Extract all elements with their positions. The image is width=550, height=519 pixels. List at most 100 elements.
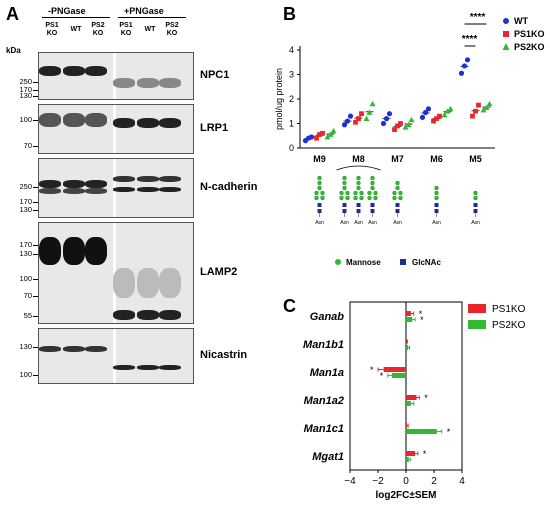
- group-line-pos: [118, 17, 186, 18]
- data-point-ps2ko: [324, 133, 331, 140]
- data-point-wt: [386, 111, 393, 117]
- mannose-icon: [373, 195, 378, 201]
- data-point-wt: [464, 57, 471, 63]
- lane-label: PS2: [165, 22, 179, 29]
- bar-ps2ko: [406, 401, 411, 406]
- mannose-icon: [320, 195, 325, 201]
- blot-n-cadherin: [38, 158, 194, 218]
- lane-label: PS1: [45, 22, 59, 29]
- asn-label: Asn: [471, 220, 480, 226]
- blot-npc1: [38, 52, 194, 100]
- glcnac-icon: [434, 203, 439, 207]
- y-tick-label: 2: [289, 94, 294, 104]
- blot-label: N-cadherin: [200, 181, 258, 193]
- blot-label: Nicastrin: [200, 349, 248, 361]
- data-point-ps2ko: [408, 116, 415, 123]
- glcnac-icon: [473, 209, 478, 213]
- mw-tick: [33, 374, 38, 376]
- protein-band: [39, 113, 61, 127]
- panel-a-letter: A: [6, 4, 19, 24]
- protein-band: [159, 176, 181, 182]
- asn-label: Asn: [393, 220, 402, 226]
- protein-band: [159, 268, 181, 298]
- lane-header: PS1 KO: [40, 22, 64, 38]
- protein-band: [85, 66, 107, 76]
- mannose-icon: [345, 190, 350, 196]
- lane-sublabel: KO: [166, 30, 178, 37]
- gene-label: Mgat1: [312, 451, 344, 463]
- protein-band: [159, 78, 181, 88]
- protein-band: [63, 66, 85, 76]
- sig-label: ****: [470, 12, 486, 23]
- data-point-ps1ko: [359, 111, 364, 117]
- protein-band: [113, 176, 135, 182]
- glycan-legend-label: GlcNAc: [412, 258, 441, 267]
- bar-ps1ko: [406, 339, 407, 344]
- protein-band: [159, 186, 181, 192]
- data-point-ps1ko: [320, 130, 325, 136]
- mw-marker: 170: [19, 84, 32, 94]
- data-point-ps1ko: [314, 135, 319, 141]
- mannose-icon: [356, 180, 361, 186]
- data-point-ps2ko: [330, 127, 337, 134]
- mw-tick: [33, 210, 38, 212]
- mannose-icon: [370, 180, 375, 186]
- protein-band: [85, 188, 107, 194]
- sig-star: *: [370, 365, 374, 375]
- data-point-ps2ko: [483, 104, 490, 110]
- y-tick-label: 1: [289, 119, 294, 129]
- mw-tick: [33, 346, 38, 348]
- mw-tick: [33, 254, 38, 256]
- mannose-icon: [342, 185, 347, 191]
- protein-band: [63, 346, 85, 352]
- lane-header: PS1 KO: [114, 22, 138, 38]
- glcnac-icon: [473, 203, 478, 207]
- gene-label: Man1b1: [303, 339, 344, 351]
- mannose-icon: [367, 190, 372, 196]
- protein-band: [85, 237, 107, 265]
- mannose-icon: [434, 185, 439, 191]
- glycan-legend-label: Mannose: [346, 258, 381, 267]
- data-point-ps2ko: [441, 111, 448, 118]
- gene-label: Man1a2: [304, 395, 344, 407]
- bar-ps2ko: [406, 345, 409, 350]
- y-tick-label: 4: [289, 45, 294, 55]
- lane-label: WT: [144, 26, 156, 33]
- protein-band: [63, 113, 85, 127]
- lane-sublabel: KO: [46, 30, 58, 37]
- protein-band: [63, 188, 85, 194]
- mw-marker: 130: [19, 341, 32, 351]
- mannose-icon: [356, 185, 361, 191]
- mannose-icon: [398, 190, 403, 196]
- blot-label: NPC1: [200, 69, 230, 81]
- lane-label: WT: [70, 26, 82, 33]
- sig-label: ****: [462, 34, 478, 45]
- mw-marker: 130: [19, 205, 32, 215]
- x-tick-label: M9: [313, 154, 326, 164]
- data-point-wt: [458, 70, 465, 76]
- x-tick-label: 2: [431, 476, 437, 487]
- legend-marker: [502, 43, 510, 50]
- lane-header: WT: [64, 26, 88, 34]
- bar-ps1ko: [383, 367, 406, 372]
- x-tick-label: 4: [459, 476, 465, 487]
- protein-band: [137, 78, 159, 88]
- data-point-wt: [347, 113, 354, 119]
- data-point-ps1ko: [437, 113, 442, 119]
- mannose-icon: [395, 185, 400, 191]
- protein-band: [159, 310, 181, 320]
- protein-band: [137, 186, 159, 192]
- protein-band: [159, 364, 181, 370]
- bar-ps1ko: [406, 423, 407, 428]
- bar-ps1ko: [406, 451, 416, 456]
- mannose-icon: [392, 195, 397, 201]
- data-point-ps1ko: [473, 108, 478, 114]
- data-point-ps2ko: [444, 108, 451, 114]
- mw-tick: [33, 278, 38, 280]
- lane-header: PS2 KO: [160, 22, 184, 38]
- protein-band: [137, 176, 159, 182]
- data-point-ps2ko: [486, 100, 493, 107]
- legend-marker: [503, 18, 509, 24]
- data-point-ps1ko: [395, 123, 400, 129]
- y-tick-label: 3: [289, 70, 294, 80]
